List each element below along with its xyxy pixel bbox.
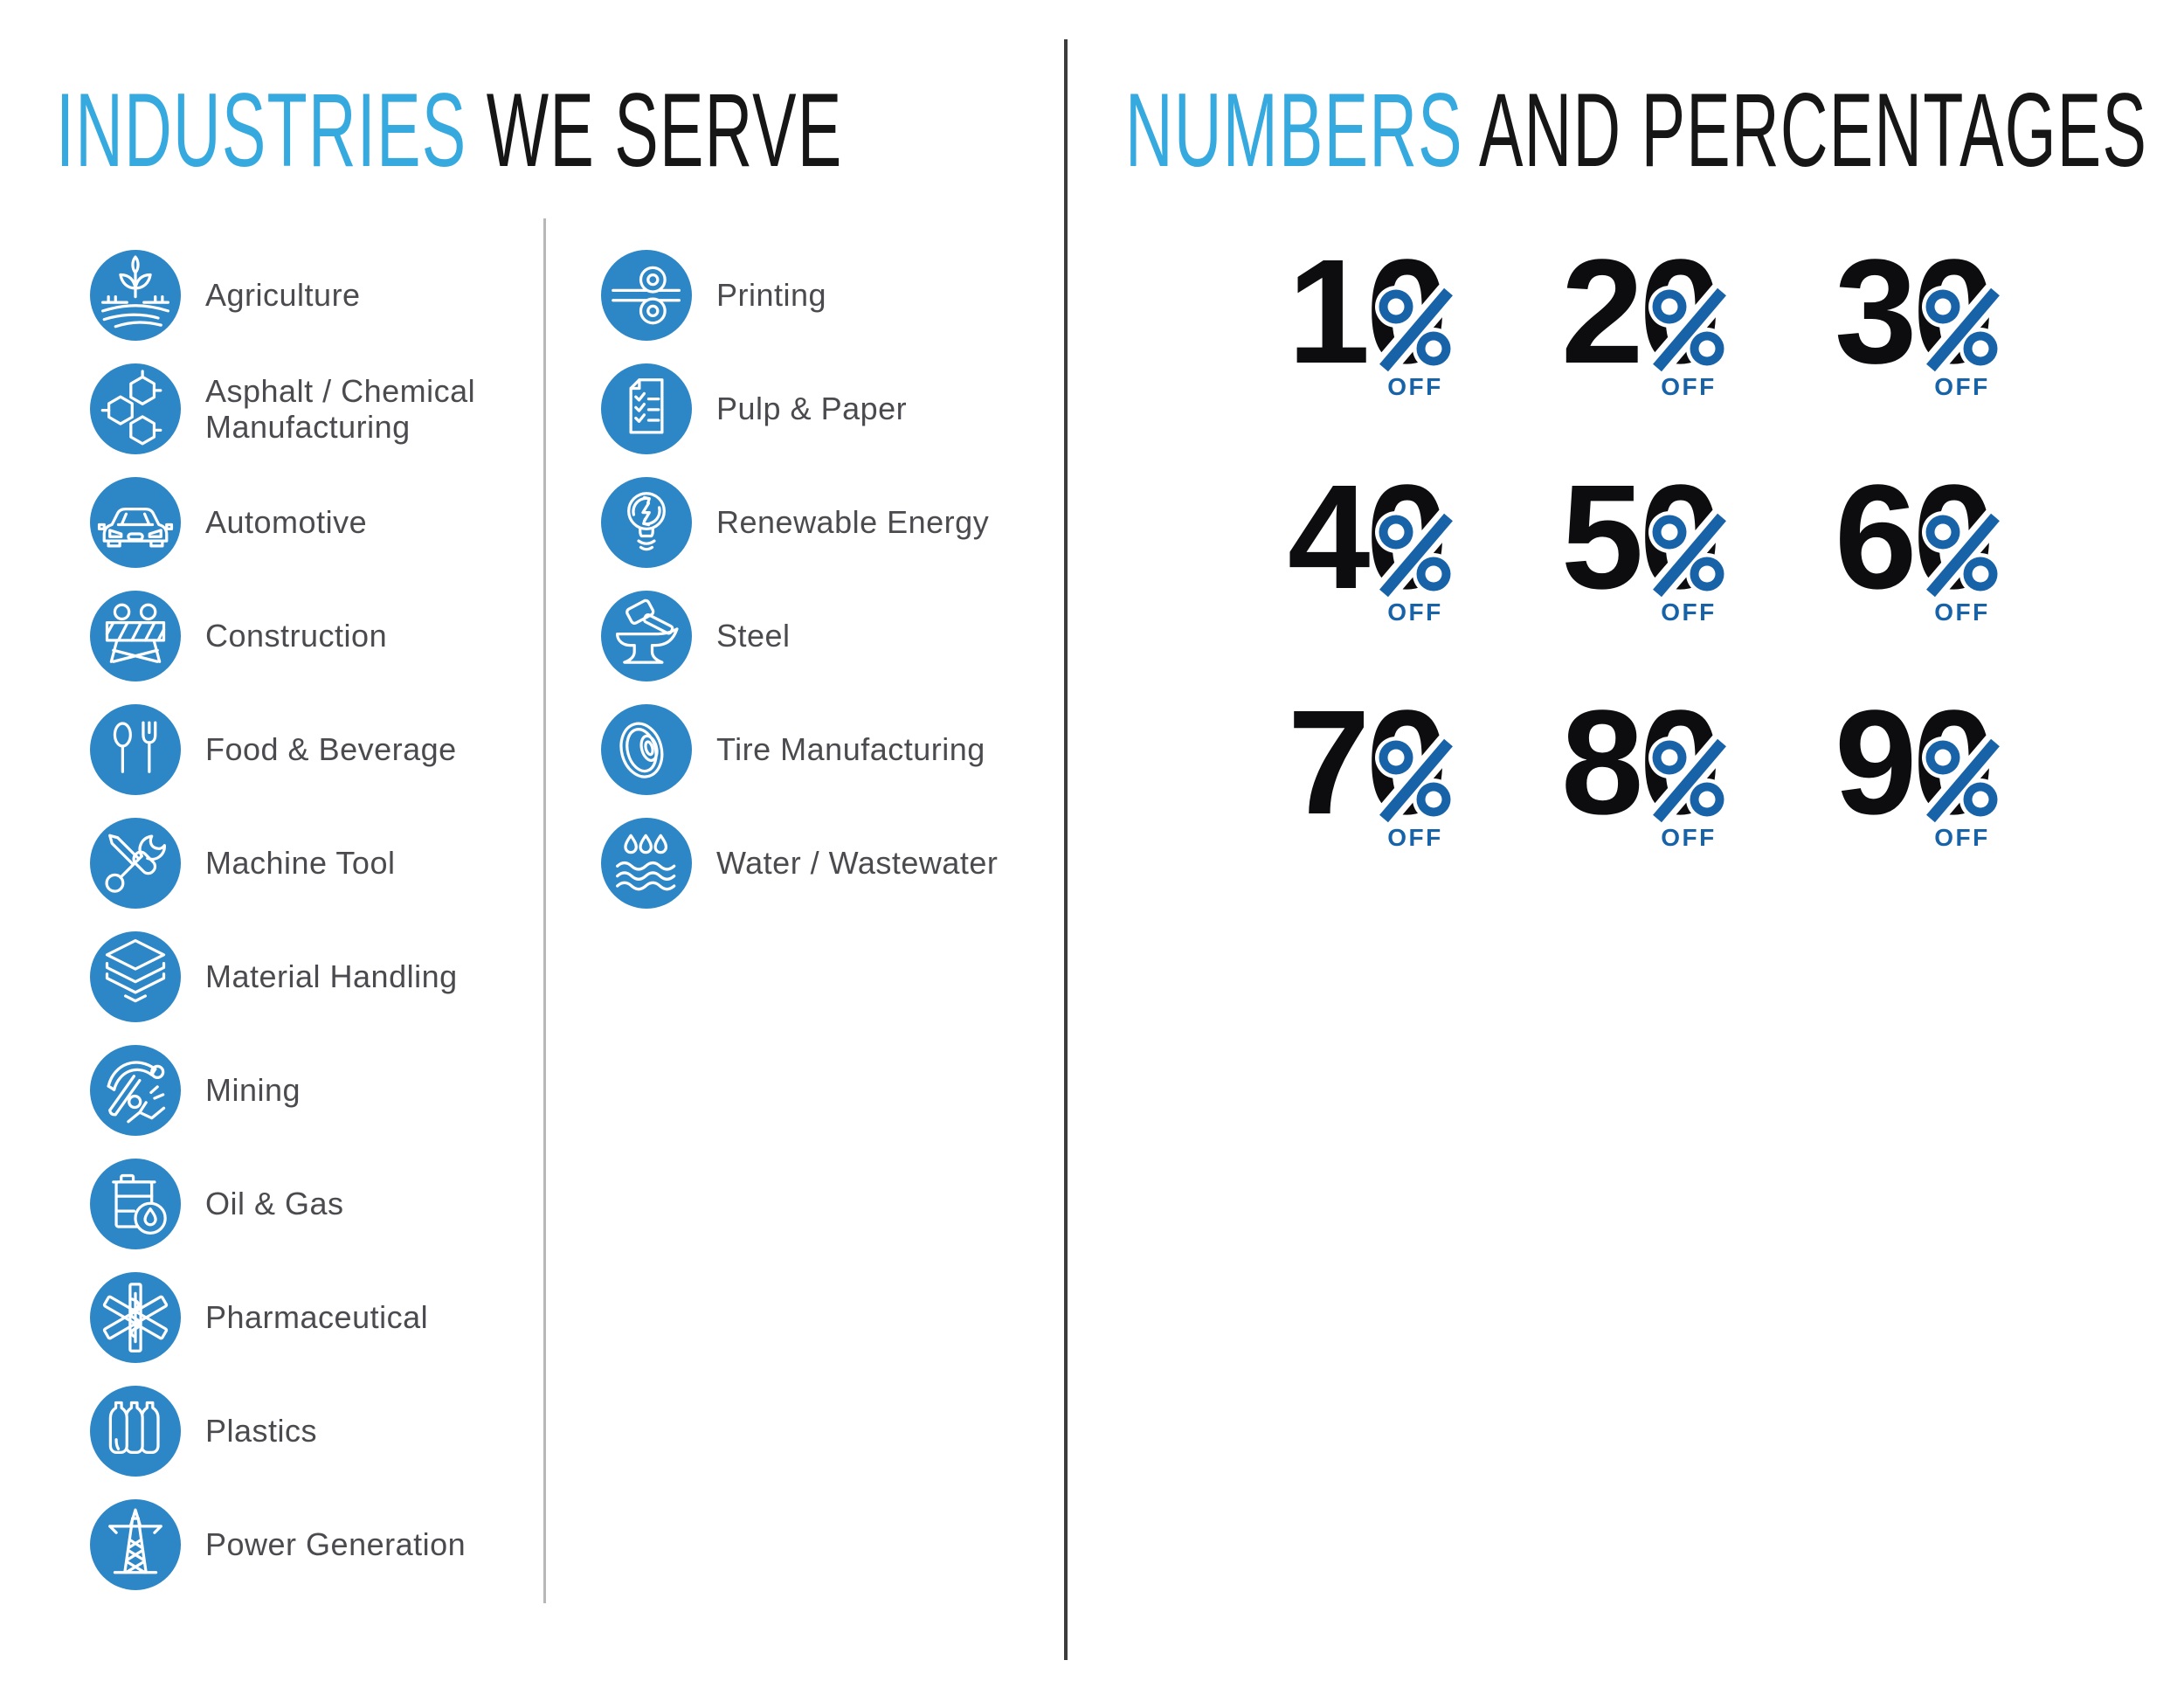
industry-item-plastics: Plastics [90, 1374, 475, 1488]
industry-item-water-wastewater: Water / Wastewater [601, 806, 998, 920]
industries-title: INDUSTRIES WE SERVE [56, 67, 1304, 193]
industry-item-pulp-paper: Pulp & Paper [601, 352, 998, 466]
steel-icon [601, 591, 692, 681]
off-label: OFF [1387, 824, 1443, 851]
column-divider [543, 218, 546, 1603]
industry-item-automotive: Automotive [90, 466, 475, 579]
off-label: OFF [1934, 598, 1990, 626]
industry-item-tire-manufacturing: Tire Manufacturing [601, 693, 998, 806]
discount-badge-60: 60 OFF [1827, 454, 2028, 627]
industry-label: Water / Wastewater [716, 845, 999, 882]
discount-badge-20: 20 OFF [1553, 229, 1754, 402]
off-label: OFF [1934, 373, 1990, 400]
automotive-icon [90, 477, 181, 568]
industry-item-pharmaceutical: Pharmaceutical [90, 1261, 475, 1374]
industry-label: Tire Manufacturing [716, 731, 985, 768]
discount-badge-90: 90 OFF [1827, 680, 2028, 853]
plastics-icon [90, 1386, 181, 1477]
industries-title-rest: WE SERVE [467, 72, 843, 189]
industry-item-oil-gas: Oil & Gas [90, 1147, 475, 1261]
pharmaceutical-icon [90, 1272, 181, 1363]
industry-item-food-beverage: Food & Beverage [90, 693, 475, 806]
off-label: OFF [1934, 824, 1990, 851]
off-label: OFF [1387, 598, 1443, 626]
industry-label: Agriculture [205, 277, 361, 314]
industries-right-column: Printing Pulp & Paper [601, 239, 998, 920]
industry-label: Construction [205, 618, 388, 654]
industry-item-renewable-energy: Renewable Energy [601, 466, 998, 579]
pulp-paper-icon [601, 363, 692, 454]
percentages-title-highlight: NUMBERS [1125, 72, 1463, 189]
industry-label: Power Generation [205, 1526, 467, 1563]
food-beverage-icon [90, 704, 181, 795]
off-label: OFF [1387, 373, 1443, 400]
page-divider [1064, 39, 1068, 1660]
asphalt-chemical-manufacturing-icon [90, 363, 181, 454]
machine-tool-icon [90, 818, 181, 909]
renewable-energy-icon [601, 477, 692, 568]
off-label: OFF [1661, 824, 1717, 851]
industry-label: Food & Beverage [205, 731, 457, 768]
discount-badge-70: 70 OFF [1280, 680, 1481, 853]
industry-label: Pulp & Paper [716, 391, 908, 427]
industry-label: Machine Tool [205, 845, 396, 882]
industry-label: Steel [716, 618, 791, 654]
industries-left-column: Agriculture Asphalt / Chemical Manufactu… [90, 239, 475, 1602]
tire-manufacturing-icon [601, 704, 692, 795]
power-generation-icon [90, 1499, 181, 1590]
discount-grid: 10 OFF 20 OFF 30 OFF 40 OFF [1280, 229, 2028, 853]
construction-icon [90, 591, 181, 681]
industry-item-agriculture: Agriculture [90, 239, 475, 352]
industry-label: Oil & Gas [205, 1186, 344, 1222]
industry-item-printing: Printing [601, 239, 998, 352]
oil-gas-icon [90, 1159, 181, 1249]
discount-badge-10: 10 OFF [1280, 229, 1481, 402]
industry-label: Mining [205, 1072, 301, 1109]
off-label: OFF [1661, 373, 1717, 400]
industry-label: Printing [716, 277, 827, 314]
industry-item-machine-tool: Machine Tool [90, 806, 475, 920]
industries-title-highlight: INDUSTRIES [56, 72, 467, 189]
discount-badge-80: 80 OFF [1553, 680, 1754, 853]
industry-label: Automotive [205, 504, 368, 541]
industry-label: Renewable Energy [716, 504, 990, 541]
agriculture-icon [90, 250, 181, 341]
discount-badge-40: 40 OFF [1280, 454, 1481, 627]
industry-item-construction: Construction [90, 579, 475, 693]
material-handling-icon [90, 931, 181, 1022]
water-wastewater-icon [601, 818, 692, 909]
off-label: OFF [1661, 598, 1717, 626]
printing-icon [601, 250, 692, 341]
industry-item-material-handling: Material Handling [90, 920, 475, 1034]
industry-label: Pharmaceutical [205, 1299, 429, 1336]
industry-label: Plastics [205, 1413, 318, 1449]
industry-item-mining: Mining [90, 1034, 475, 1147]
industry-item-steel: Steel [601, 579, 998, 693]
mining-icon [90, 1045, 181, 1136]
discount-badge-30: 30 OFF [1827, 229, 2028, 402]
industry-item-power-generation: Power Generation [90, 1488, 475, 1602]
industry-label: Material Handling [205, 958, 458, 995]
percentages-title-rest: AND PERCENTAGES [1462, 72, 2148, 189]
discount-badge-50: 50 OFF [1553, 454, 1754, 627]
percentages-title: NUMBERS AND PERCENTAGES [1125, 67, 2184, 193]
industry-label: Asphalt / Chemical Manufacturing [205, 372, 476, 445]
industry-item-asphalt-chemical: Asphalt / Chemical Manufacturing [90, 352, 475, 466]
